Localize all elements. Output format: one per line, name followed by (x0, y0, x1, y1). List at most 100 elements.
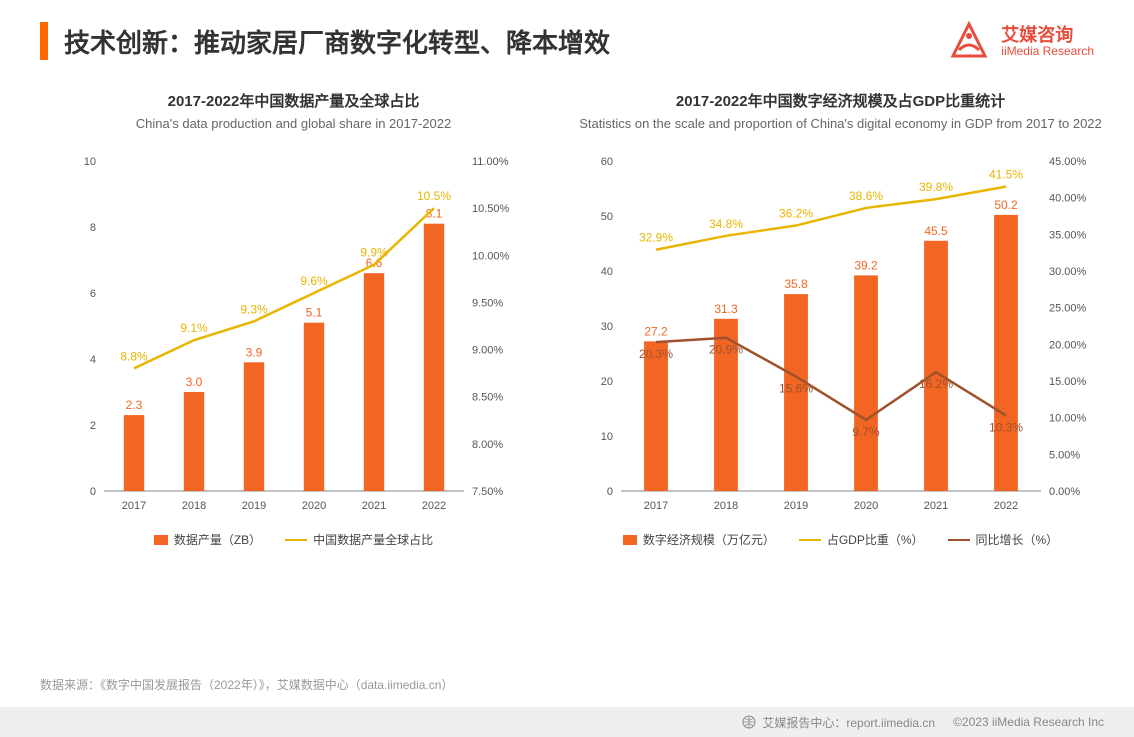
svg-text:2022: 2022 (993, 500, 1017, 512)
chart2-svg: 0 10 20 30 40 50 60 0.00% 5.00% 10.00% 15.00% 20.00… (581, 141, 1101, 521)
chart2-title-en: Statistics on the scale and proportion o… (579, 115, 1102, 133)
svg-text:40: 40 (600, 266, 612, 278)
svg-text:5.1: 5.1 (305, 306, 322, 320)
chart1-legend-bar-label: 数据产量（ZB） (174, 531, 261, 548)
svg-text:35.8: 35.8 (784, 277, 808, 291)
svg-text:6: 6 (89, 288, 95, 300)
svg-text:20.00%: 20.00% (1049, 340, 1087, 352)
chart-left: 2017-2022年中国数据产量及全球占比 China's data produ… (30, 90, 557, 548)
chart2-legend-line1-label: 占GDP比重（%） (827, 531, 924, 548)
logo-icon (947, 20, 991, 64)
accent-bar (40, 22, 48, 60)
svg-text:10.50%: 10.50% (472, 203, 510, 215)
logo: 艾媒咨询 iiMedia Research (947, 20, 1094, 64)
svg-text:20.9%: 20.9% (708, 343, 742, 357)
chart2-title-cn: 2017-2022年中国数字经济规模及占GDP比重统计 (676, 90, 1005, 111)
swatch-line (285, 539, 307, 541)
svg-text:11.00%: 11.00% (472, 156, 509, 168)
svg-text:15.6%: 15.6% (778, 382, 812, 396)
chart1-title-cn: 2017-2022年中国数据产量及全球占比 (168, 90, 420, 111)
svg-text:3.9: 3.9 (245, 345, 262, 359)
svg-text:8.50%: 8.50% (472, 392, 503, 404)
svg-text:20.3%: 20.3% (638, 347, 672, 361)
svg-text:10: 10 (600, 431, 612, 443)
svg-text:16.2%: 16.2% (918, 377, 952, 391)
chart1-legend-line: 中国数据产量全球占比 (285, 531, 433, 548)
svg-text:40.00%: 40.00% (1049, 193, 1087, 205)
svg-text:10.00%: 10.00% (472, 250, 510, 262)
swatch-bar (154, 535, 168, 545)
chart1-legend: 数据产量（ZB） 中国数据产量全球占比 (154, 531, 433, 548)
svg-text:2019: 2019 (241, 500, 265, 512)
svg-text:60: 60 (600, 156, 612, 168)
svg-text:50: 50 (600, 211, 612, 223)
svg-text:2.3: 2.3 (125, 398, 142, 412)
svg-text:39.8%: 39.8% (918, 180, 952, 194)
svg-text:27.2: 27.2 (644, 325, 668, 339)
svg-text:25.00%: 25.00% (1049, 303, 1087, 315)
footer-site: 艾媒报告中心：report.iimedia.cn (742, 714, 935, 731)
svg-text:9.3%: 9.3% (240, 302, 268, 316)
svg-text:45.5: 45.5 (924, 224, 948, 238)
svg-text:8: 8 (89, 222, 95, 234)
svg-text:2: 2 (89, 420, 95, 432)
swatch-bar (623, 535, 637, 545)
chart1-legend-line-label: 中国数据产量全球占比 (313, 531, 433, 548)
svg-text:31.3: 31.3 (714, 302, 738, 316)
svg-text:3.0: 3.0 (185, 375, 202, 389)
svg-text:0: 0 (89, 486, 95, 498)
svg-text:32.9%: 32.9% (638, 231, 672, 245)
swatch-line (948, 539, 970, 541)
svg-text:10: 10 (83, 156, 95, 168)
svg-text:2019: 2019 (783, 500, 807, 512)
chart2-legend-line2-label: 同比增长（%） (976, 531, 1059, 548)
svg-text:4: 4 (89, 354, 95, 366)
svg-text:10.00%: 10.00% (1049, 413, 1087, 425)
svg-text:10.5%: 10.5% (416, 189, 450, 203)
svg-text:45.00%: 45.00% (1049, 156, 1087, 168)
footer-site-text: 艾媒报告中心：report.iimedia.cn (762, 714, 935, 731)
svg-text:2022: 2022 (421, 500, 445, 512)
svg-text:0.00%: 0.00% (1049, 486, 1080, 498)
svg-text:15.00%: 15.00% (1049, 376, 1087, 388)
svg-text:20: 20 (600, 376, 612, 388)
svg-text:2017: 2017 (121, 500, 145, 512)
svg-text:9.9%: 9.9% (360, 246, 388, 260)
svg-text:50.2: 50.2 (994, 198, 1018, 212)
chart1-svg: 02468107.50%8.00%8.50%9.00%9.50%10.00%10… (64, 141, 524, 521)
svg-text:2018: 2018 (181, 500, 205, 512)
data-source: 数据来源：《数字中国发展报告（2022年）》，艾媒数据中心（data.iimed… (40, 676, 453, 693)
svg-text:35.00%: 35.00% (1049, 230, 1087, 242)
svg-text:5.00%: 5.00% (1049, 450, 1080, 462)
svg-text:7.50%: 7.50% (472, 486, 503, 498)
svg-text:36.2%: 36.2% (778, 207, 812, 221)
svg-text:9.50%: 9.50% (472, 298, 503, 310)
svg-text:9.6%: 9.6% (300, 274, 328, 288)
svg-text:41.5%: 41.5% (988, 168, 1022, 182)
swatch-line (799, 539, 821, 541)
svg-text:2021: 2021 (361, 500, 385, 512)
svg-text:8.00%: 8.00% (472, 439, 503, 451)
svg-text:8.8%: 8.8% (120, 350, 148, 364)
svg-text:34.8%: 34.8% (708, 217, 742, 231)
charts-row: 2017-2022年中国数据产量及全球占比 China's data produ… (0, 60, 1134, 548)
chart2-legend-line1: 占GDP比重（%） (799, 531, 924, 548)
svg-text:39.2: 39.2 (854, 259, 878, 273)
svg-text:2017: 2017 (643, 500, 667, 512)
footer-copyright: ©2023 iiMedia Research Inc (953, 715, 1104, 729)
svg-text:0: 0 (606, 486, 612, 498)
svg-text:9.1%: 9.1% (180, 321, 208, 335)
chart2-legend-line2: 同比增长（%） (948, 531, 1059, 548)
logo-text-en: iiMedia Research (1001, 45, 1094, 58)
svg-text:30: 30 (600, 321, 612, 333)
svg-text:9.7%: 9.7% (852, 425, 880, 439)
svg-text:10.3%: 10.3% (988, 421, 1022, 435)
chart2-legend: 数字经济规模（万亿元） 占GDP比重（%） 同比增长（%） (623, 531, 1058, 548)
chart2-legend-bar: 数字经济规模（万亿元） (623, 531, 775, 548)
svg-text:2020: 2020 (853, 500, 877, 512)
svg-text:38.6%: 38.6% (848, 189, 882, 203)
svg-text:2020: 2020 (301, 500, 325, 512)
chart2-legend-bar-label: 数字经济规模（万亿元） (643, 531, 775, 548)
svg-text:30.00%: 30.00% (1049, 266, 1087, 278)
svg-text:2018: 2018 (713, 500, 737, 512)
